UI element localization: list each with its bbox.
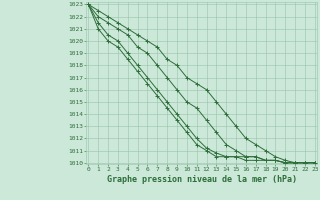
X-axis label: Graphe pression niveau de la mer (hPa): Graphe pression niveau de la mer (hPa) [107,175,297,184]
